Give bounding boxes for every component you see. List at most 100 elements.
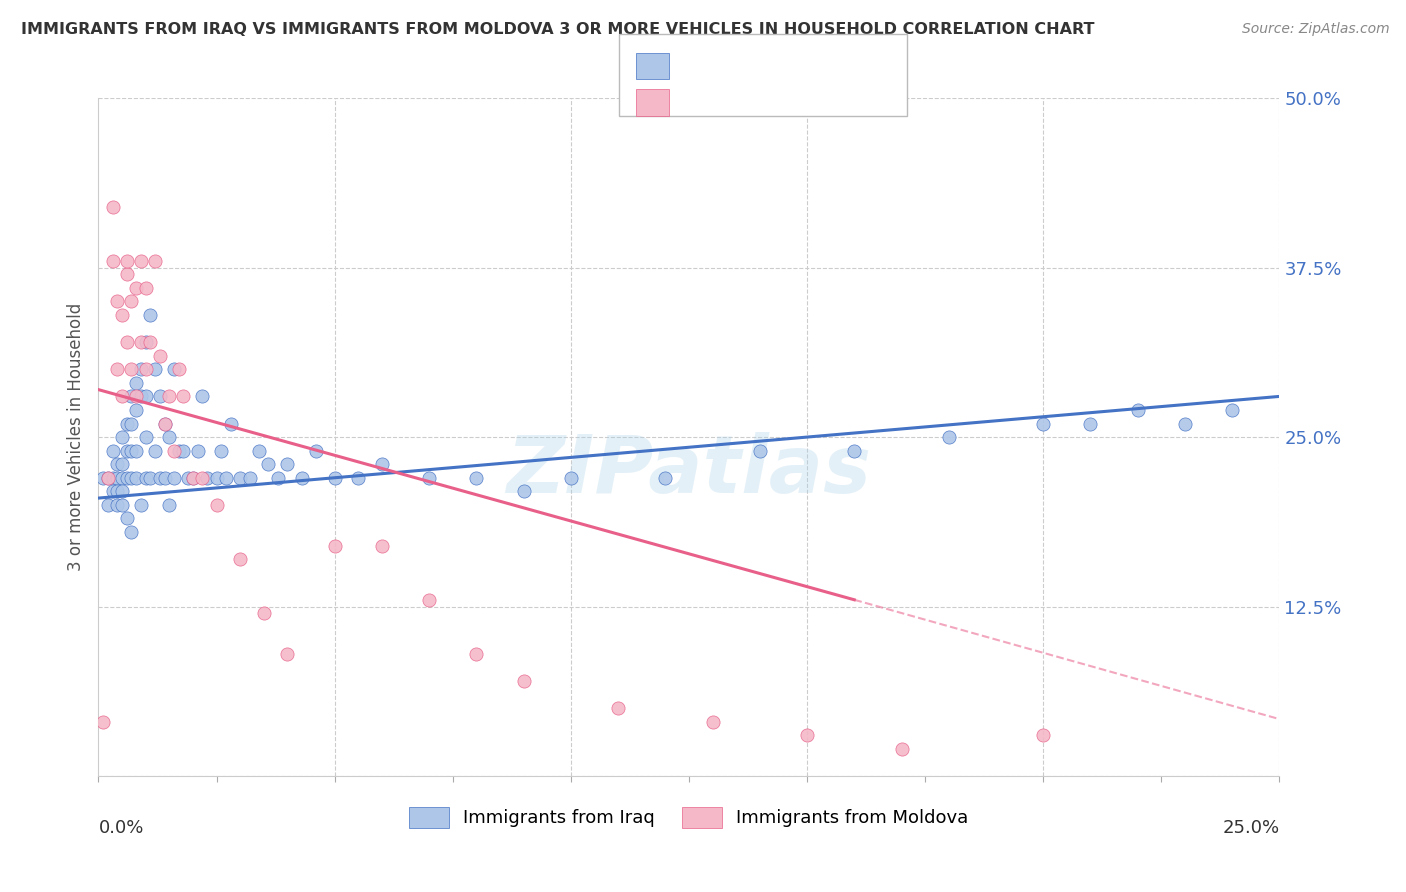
Text: ZIPatlas: ZIPatlas bbox=[506, 432, 872, 510]
Point bbox=[111, 471, 134, 485]
Point bbox=[149, 471, 172, 485]
Text: 82: 82 bbox=[837, 57, 859, 75]
Point bbox=[187, 443, 209, 458]
Point bbox=[115, 471, 138, 485]
Point bbox=[101, 253, 124, 268]
Point bbox=[121, 389, 143, 403]
Point bbox=[129, 389, 152, 403]
Text: 25.0%: 25.0% bbox=[1222, 820, 1279, 838]
Point bbox=[267, 471, 290, 485]
Point bbox=[157, 498, 180, 512]
Point bbox=[219, 417, 242, 431]
Point bbox=[143, 443, 166, 458]
Point bbox=[125, 443, 148, 458]
Point bbox=[121, 471, 143, 485]
Point bbox=[153, 417, 176, 431]
Text: IMMIGRANTS FROM IRAQ VS IMMIGRANTS FROM MOLDOVA 3 OR MORE VEHICLES IN HOUSEHOLD : IMMIGRANTS FROM IRAQ VS IMMIGRANTS FROM … bbox=[21, 22, 1095, 37]
Point bbox=[129, 253, 152, 268]
Point bbox=[91, 714, 114, 729]
Point bbox=[139, 308, 162, 322]
Point bbox=[139, 471, 162, 485]
Point bbox=[796, 728, 818, 742]
Point bbox=[163, 362, 186, 376]
Point bbox=[276, 457, 298, 471]
Text: 0.0%: 0.0% bbox=[98, 820, 143, 838]
Point bbox=[129, 498, 152, 512]
Point bbox=[129, 362, 152, 376]
Point bbox=[702, 714, 724, 729]
Point bbox=[125, 376, 148, 390]
Text: Source: ZipAtlas.com: Source: ZipAtlas.com bbox=[1241, 22, 1389, 37]
Point bbox=[418, 592, 440, 607]
Point bbox=[163, 471, 186, 485]
Text: 43: 43 bbox=[837, 94, 860, 112]
Point bbox=[135, 362, 157, 376]
Point bbox=[105, 362, 128, 376]
Point bbox=[111, 308, 134, 322]
Point bbox=[323, 539, 346, 553]
Point bbox=[253, 607, 276, 621]
Point bbox=[115, 335, 138, 350]
Point bbox=[115, 417, 138, 431]
Text: R =: R = bbox=[679, 94, 710, 112]
Point bbox=[111, 498, 134, 512]
Point bbox=[101, 471, 124, 485]
Point bbox=[191, 471, 214, 485]
Point bbox=[276, 647, 298, 661]
Point bbox=[111, 484, 134, 499]
Point bbox=[1220, 403, 1243, 417]
Point bbox=[105, 471, 128, 485]
Point bbox=[105, 498, 128, 512]
Point bbox=[938, 430, 960, 444]
Point bbox=[115, 253, 138, 268]
Point bbox=[305, 443, 328, 458]
Point bbox=[101, 443, 124, 458]
Point bbox=[418, 471, 440, 485]
Point bbox=[163, 443, 186, 458]
Point bbox=[125, 281, 148, 295]
Point bbox=[121, 524, 143, 539]
Point bbox=[121, 443, 143, 458]
Point bbox=[181, 471, 204, 485]
Text: 0.215: 0.215 bbox=[721, 57, 773, 75]
Point bbox=[143, 253, 166, 268]
Point bbox=[1080, 417, 1102, 431]
Point bbox=[97, 471, 120, 485]
Point bbox=[512, 484, 534, 499]
Point bbox=[371, 539, 394, 553]
Point bbox=[890, 742, 912, 756]
Point bbox=[195, 471, 218, 485]
Point bbox=[97, 498, 120, 512]
Point bbox=[247, 443, 270, 458]
Point bbox=[607, 701, 630, 715]
Y-axis label: 3 or more Vehicles in Household: 3 or more Vehicles in Household bbox=[66, 303, 84, 571]
Text: N =: N = bbox=[794, 94, 825, 112]
Text: N =: N = bbox=[794, 57, 825, 75]
Point bbox=[205, 498, 228, 512]
Point bbox=[560, 471, 582, 485]
Point bbox=[748, 443, 770, 458]
Point bbox=[844, 443, 866, 458]
Point bbox=[191, 389, 214, 403]
Point bbox=[205, 471, 228, 485]
Point bbox=[512, 674, 534, 689]
Point bbox=[101, 484, 124, 499]
Point bbox=[157, 389, 180, 403]
Point bbox=[111, 430, 134, 444]
Point bbox=[121, 294, 143, 309]
Point bbox=[111, 389, 134, 403]
Point bbox=[135, 430, 157, 444]
Point bbox=[157, 430, 180, 444]
Point bbox=[105, 457, 128, 471]
Point bbox=[181, 471, 204, 485]
Point bbox=[115, 511, 138, 525]
Point bbox=[215, 471, 238, 485]
Point bbox=[465, 471, 488, 485]
Point bbox=[1126, 403, 1149, 417]
Point bbox=[143, 362, 166, 376]
Point bbox=[125, 389, 148, 403]
Point bbox=[153, 417, 176, 431]
Point bbox=[153, 471, 176, 485]
Point bbox=[135, 281, 157, 295]
Point bbox=[209, 443, 232, 458]
